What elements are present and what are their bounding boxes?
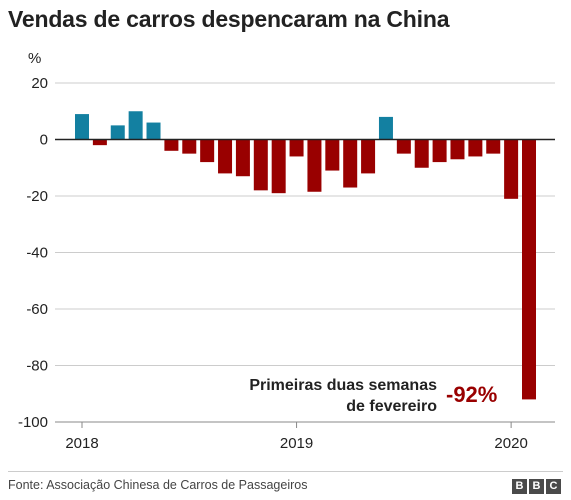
- bar-chart: 20 0 -20 -40 -60 -80 -100 2018 2019 2020 Primeir…: [18, 75, 555, 452]
- bar-2019-05: [361, 139, 376, 174]
- footer-divider: [8, 471, 563, 472]
- bar-2019-11: [468, 139, 483, 157]
- y-tick-label: -80: [26, 358, 48, 375]
- bar-2019-01: [289, 139, 304, 157]
- bar-2018-07: [182, 139, 197, 154]
- y-tick-label: -60: [26, 301, 48, 318]
- chart-title: Vendas de carros despencaram na China: [8, 6, 450, 32]
- y-tick-label: 0: [40, 132, 48, 149]
- bar-2018-01: [75, 114, 89, 140]
- bar-2018-08: [200, 139, 215, 163]
- y-tick-label: -100: [18, 414, 48, 431]
- bar-2018-09: [218, 139, 233, 174]
- bar-2020-02: [522, 139, 536, 400]
- y-tick-label: 20: [31, 75, 48, 92]
- bar-2020-01: [504, 139, 519, 199]
- x-axis: 2018 2019 2020: [55, 421, 555, 452]
- bar-2019-03: [325, 139, 340, 171]
- bbc-logo-letter: B: [512, 479, 527, 494]
- bar-2019-06: [378, 116, 393, 140]
- y-tick-label: -20: [26, 188, 48, 205]
- bar-2019-04: [343, 139, 358, 188]
- bar-2018-06: [164, 139, 179, 151]
- bar-2019-02: [307, 139, 322, 192]
- x-tick-label: 2018: [65, 435, 98, 452]
- y-tick-label: -40: [26, 245, 48, 262]
- bar-2019-09: [432, 139, 447, 163]
- bar-2018-10: [235, 139, 250, 177]
- x-tick-label: 2020: [494, 435, 527, 452]
- bar-2019-12: [486, 139, 501, 154]
- annotation-text-line-2: de fevereiro: [346, 398, 437, 415]
- x-tick-label: 2019: [280, 435, 313, 452]
- bar-2018-04: [128, 111, 143, 140]
- bars: [75, 111, 536, 400]
- bar-2018-12: [271, 139, 286, 194]
- bar-2018-11: [253, 139, 268, 191]
- annotation-value-label: -92%: [446, 382, 497, 407]
- annotation-text-line-1: Primeiras duas semanas: [249, 377, 437, 394]
- bbc-logo: B B C: [512, 479, 561, 494]
- source-note: Fonte: Associação Chinesa de Carros de P…: [8, 478, 308, 492]
- bar-2019-10: [450, 139, 465, 160]
- bar-2018-05: [146, 122, 161, 140]
- bar-2018-03: [110, 125, 125, 140]
- bbc-logo-letter: C: [546, 479, 561, 494]
- bar-2019-08: [414, 139, 429, 168]
- annotation: Primeiras duas semanas de fevereiro -92%: [249, 377, 497, 415]
- bbc-logo-letter: B: [529, 479, 544, 494]
- y-tick-labels: 20 0 -20 -40 -60 -80 -100: [18, 75, 48, 431]
- y-axis-unit-label: %: [28, 50, 42, 67]
- bar-2018-02: [92, 139, 107, 146]
- bar-2019-07: [396, 139, 411, 154]
